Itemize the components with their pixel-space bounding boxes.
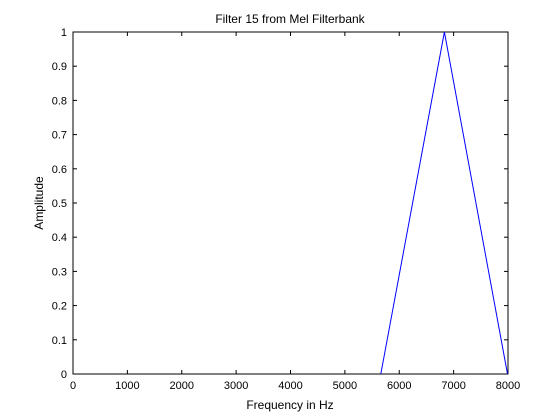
x-tick-label: 5000 [333,380,357,392]
x-axis-label: Frequency in Hz [246,398,333,412]
y-tick-label: 0 [61,369,67,381]
x-tick-label: 2000 [170,380,194,392]
x-tick-label: 8000 [496,380,520,392]
series-line [380,31,508,375]
chart-title: Filter 15 from Mel Filterbank [215,12,365,26]
x-tick-label: 7000 [441,380,465,392]
x-tick-label: 1000 [115,380,139,392]
y-tick-label: 0.7 [52,130,67,142]
y-axis-label: Amplitude [32,176,46,230]
y-tick-label: 0.3 [52,266,67,278]
series-group [380,31,508,375]
y-tick-label: 0.1 [52,335,67,347]
x-axis: 0 1000 2000 3000 4000 5000 6000 7000 8000 [70,32,520,392]
x-tick-label: 4000 [278,380,302,392]
x-tick-label: 0 [70,380,76,392]
x-tick-label: 3000 [224,380,248,392]
y-tick-label: 0.5 [52,198,67,210]
y-axis: 0 0.1 0.2 0.3 0.4 0.5 0.6 0.7 0.8 0.9 1 [52,27,508,381]
x-tick-label: 6000 [387,380,411,392]
y-tick-label: 1 [61,27,67,39]
y-tick-label: 0.8 [52,95,67,107]
y-tick-label: 0.6 [52,164,67,176]
y-tick-label: 0.2 [52,301,67,313]
y-tick-label: 0.9 [52,61,67,73]
y-tick-label: 0.4 [52,232,67,244]
plot-area [72,31,509,375]
